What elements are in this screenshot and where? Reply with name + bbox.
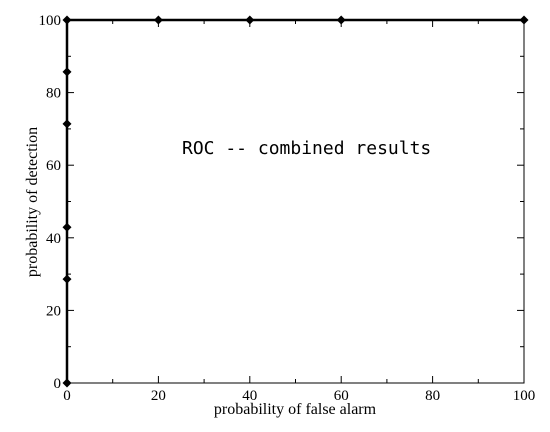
y-axis-title: probability of detection	[24, 127, 41, 277]
roc-data-point	[336, 15, 346, 25]
roc-data-point	[62, 15, 72, 25]
roc-data-point	[153, 15, 163, 25]
y-tick-label: 60	[46, 158, 61, 174]
plot-frame	[66, 19, 525, 384]
x-tick-label: 0	[63, 388, 71, 404]
x-tick-label: 60	[334, 388, 349, 404]
roc-data-point	[62, 222, 72, 232]
x-tick-label: 20	[151, 388, 166, 404]
y-tick-label: 100	[39, 13, 62, 29]
chart-annotation: ROC -- combined results	[182, 138, 431, 159]
y-tick-label: 80	[46, 86, 61, 102]
roc-data-point	[62, 67, 72, 77]
y-tick-label: 20	[46, 303, 61, 319]
roc-series-line	[65, 18, 524, 383]
y-tick-label: 0	[54, 376, 62, 392]
roc-data-point	[245, 15, 255, 25]
roc-data-point	[519, 15, 529, 25]
roc-data-point	[62, 119, 72, 129]
x-tick-label: 40	[242, 388, 257, 404]
x-axis-title: probability of false alarm	[214, 401, 377, 418]
y-tick-label: 40	[46, 231, 61, 247]
series-layer	[62, 15, 529, 388]
x-tick-label: 100	[513, 388, 536, 404]
roc-data-point	[62, 378, 72, 388]
x-tick-label: 80	[425, 388, 440, 404]
labels-layer: 0 20 40 60 80 100 0 20 40 60 80 100	[39, 13, 536, 404]
ticks-layer	[66, 19, 525, 384]
roc-data-point	[62, 274, 72, 284]
